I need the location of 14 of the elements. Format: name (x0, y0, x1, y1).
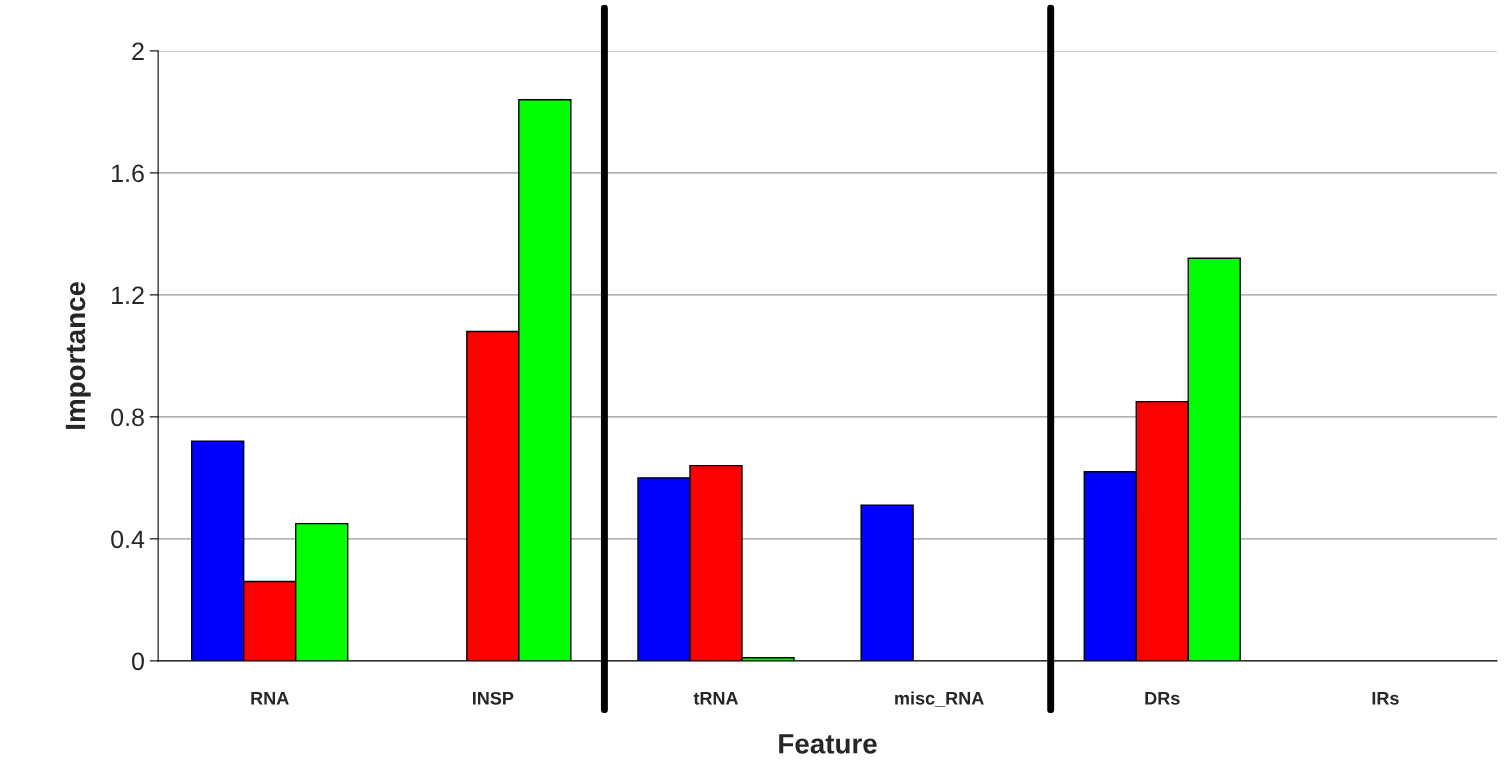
x-tick-label: tRNA (693, 692, 739, 705)
y-tick-label: 0.8 (111, 408, 144, 427)
y-axis-title: Importance (65, 281, 91, 429)
x-axis-title: Feature (779, 734, 877, 754)
y-tick-label: 2 (132, 42, 144, 60)
x-tick-label: misc_RNA (895, 691, 984, 707)
y-tick-label: 1.2 (112, 286, 144, 304)
x-tick-label: IRs (1372, 692, 1399, 705)
x-tick-label: DRs (1145, 692, 1180, 705)
y-tick-label: 0.4 (111, 530, 145, 549)
y-tick-label: 1.6 (112, 164, 144, 183)
y-tick-label: 0 (132, 652, 144, 671)
x-tick-label: INSP (472, 691, 514, 705)
x-tick-label: RNA (251, 692, 289, 705)
